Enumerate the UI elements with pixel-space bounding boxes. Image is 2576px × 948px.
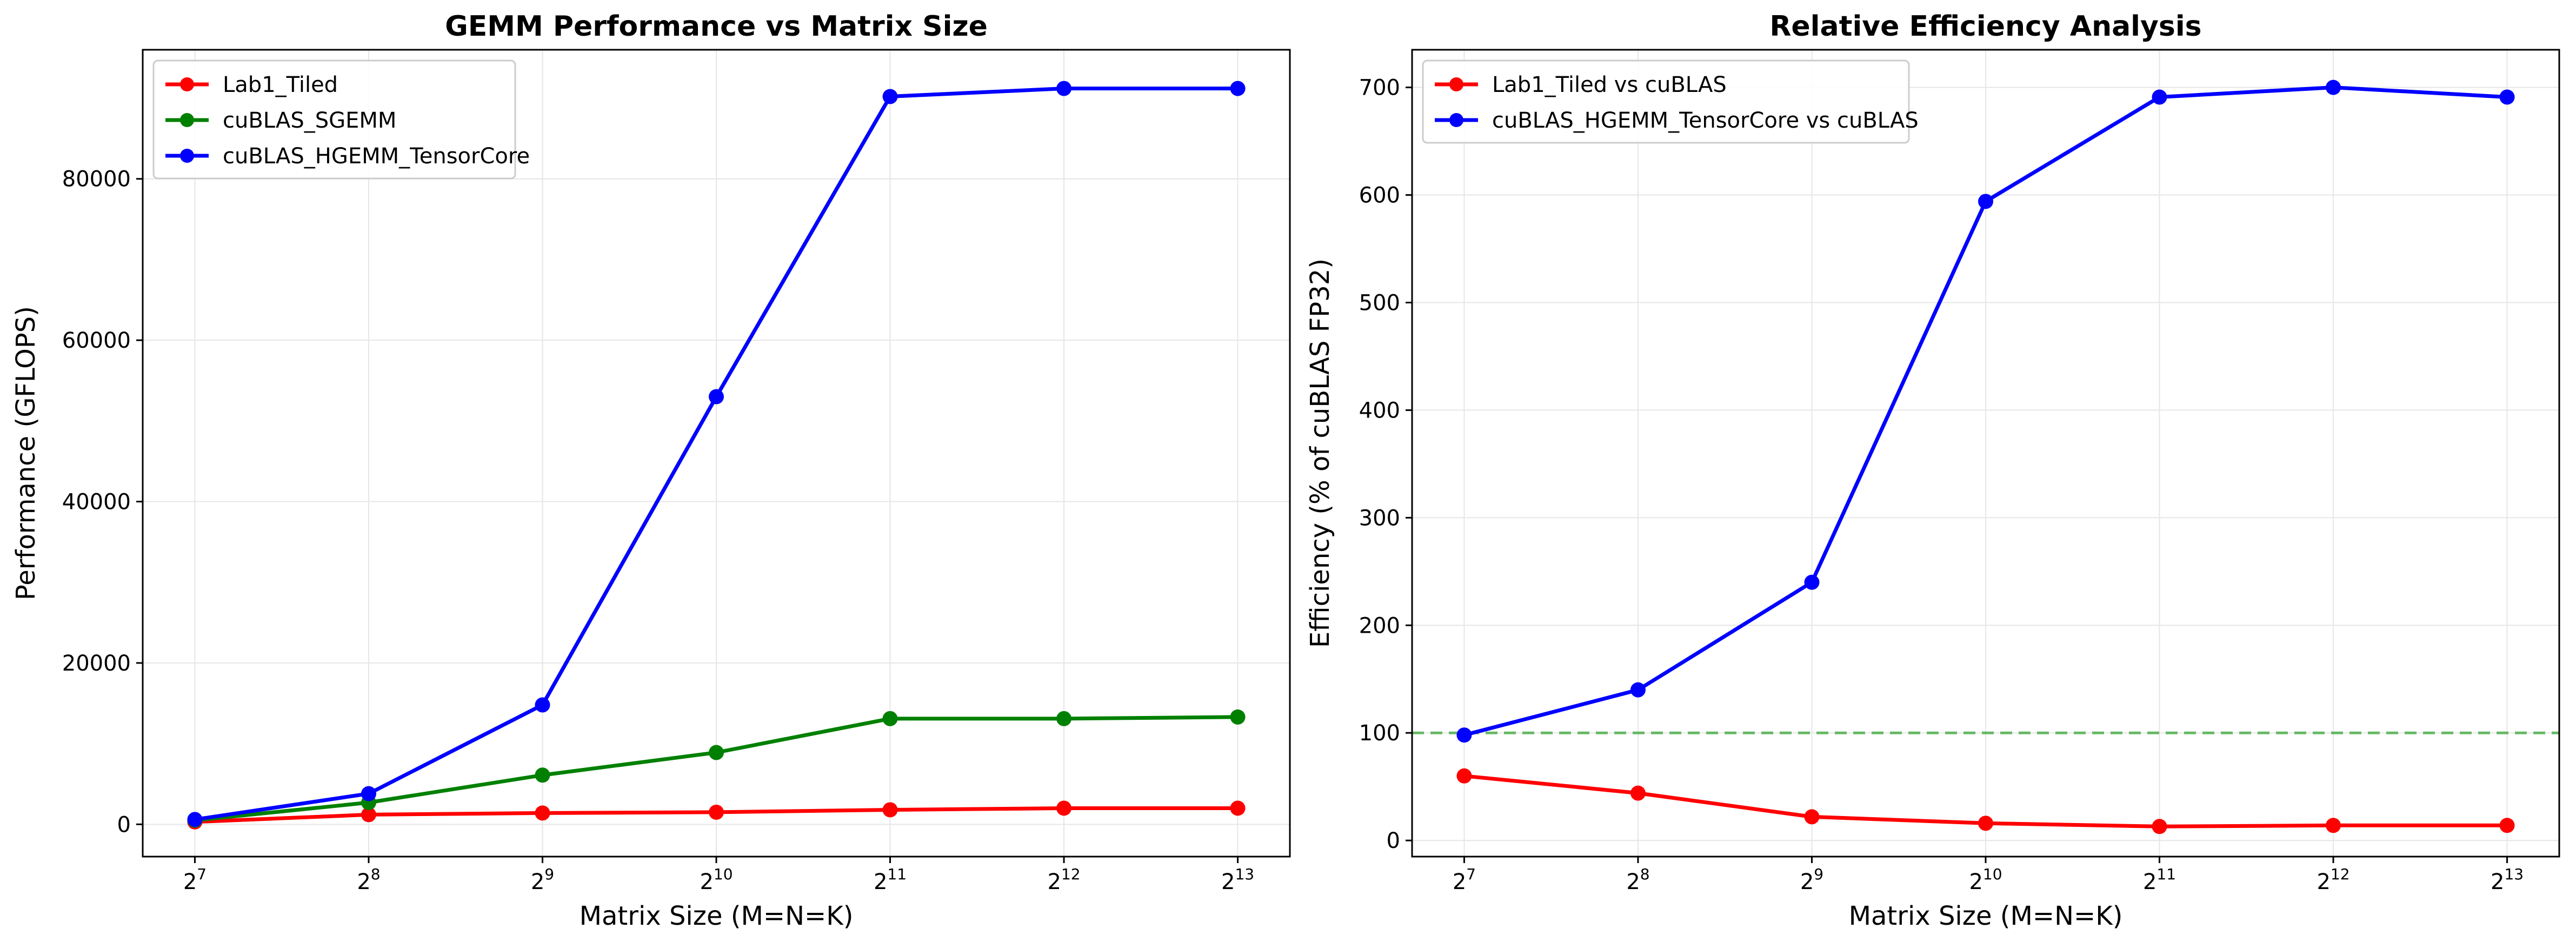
chart-1-series-1-point-6 bbox=[1056, 800, 1072, 816]
chart-1-series-3-point-4 bbox=[709, 389, 724, 405]
chart-1-series-1-point-2 bbox=[361, 807, 376, 823]
chart-1-series-1-point-3 bbox=[535, 805, 550, 821]
chart-2-y-tick-label-2: 200 bbox=[1359, 613, 1400, 638]
chart-1-series-2-point-5 bbox=[882, 711, 898, 726]
chart-2-y-tick-label-6: 600 bbox=[1359, 183, 1400, 208]
chart-2-legend-label-2: cuBLAS_HGEMM_TensorCore vs cuBLAS bbox=[1492, 108, 1919, 133]
chart-1-series-3-point-3 bbox=[535, 697, 550, 713]
chart-1-series-3-point-5 bbox=[882, 89, 898, 104]
chart-1-series-3-point-6 bbox=[1056, 81, 1072, 96]
chart-2-x-tick-label-6: 213 bbox=[2491, 865, 2524, 894]
chart-2-y-tick-label-4: 400 bbox=[1359, 398, 1400, 423]
chart-1-x-tick-label-3: 210 bbox=[700, 865, 733, 894]
chart-2-series-1-point-5 bbox=[2152, 819, 2167, 834]
chart-1-y-tick-label-0: 0 bbox=[117, 812, 131, 837]
chart-1-title: GEMM Performance vs Matrix Size bbox=[445, 10, 988, 43]
chart-2-series-1-point-4 bbox=[1978, 816, 1993, 831]
chart-1-legend-label-2: cuBLAS_SGEMM bbox=[223, 108, 396, 133]
chart-2-legend-label-1: Lab1_Tiled vs cuBLAS bbox=[1492, 72, 1727, 97]
chart-2-series-1-point-7 bbox=[2499, 818, 2515, 833]
chart-1-series-2-point-7 bbox=[1230, 709, 1246, 725]
chart-2-legend: Lab1_Tiled vs cuBLAS cuBLAS_HGEMM_TensorC… bbox=[1422, 59, 1919, 144]
chart-2-panel: 27 28 29 210 211 212 213 0 100 200 300 400 500 600 700… bbox=[1305, 10, 2560, 931]
chart-1-series-1-point-5 bbox=[882, 802, 898, 818]
chart-1-series-3-point-1 bbox=[187, 812, 203, 827]
chart-2-x-tick-label-1: 28 bbox=[1626, 865, 1649, 894]
chart-1-legend-label-3: cuBLAS_HGEMM_TensorCore bbox=[223, 144, 530, 169]
chart-1-series-2-point-6 bbox=[1056, 711, 1072, 726]
chart-2-x-tick-label-4: 211 bbox=[2143, 865, 2176, 894]
chart-2-y-tick-label-7: 700 bbox=[1359, 76, 1400, 101]
chart-2-series-1-point-6 bbox=[2326, 818, 2341, 833]
chart-1-y-tick-label-3: 60000 bbox=[62, 328, 131, 353]
chart-1-x-tick-label-0: 27 bbox=[183, 865, 207, 894]
chart-2-x-tick-label-5: 212 bbox=[2317, 865, 2349, 894]
chart-2-series-2-point-1 bbox=[1456, 727, 1472, 743]
chart-1-series-3-point-7 bbox=[1230, 81, 1246, 96]
chart-1-x-tick-label-4: 211 bbox=[874, 865, 907, 894]
chart-1-series-3-point-2 bbox=[361, 786, 376, 801]
chart-1-panel: 27 28 29 210 211 212 213 0 20000 40000 60000 80000 G… bbox=[11, 10, 1291, 931]
chart-1-series-1-point-7 bbox=[1230, 800, 1246, 816]
chart-2-y-axis-label: Efficiency (% of cuBLAS FP32) bbox=[1305, 258, 1335, 648]
chart-1-x-tick-label-2: 29 bbox=[531, 865, 554, 894]
chart-2-series-2-point-6 bbox=[2326, 79, 2341, 95]
chart-2-x-tick-label-3: 210 bbox=[1969, 865, 2002, 894]
chart-1-x-tick-label-6: 213 bbox=[1221, 865, 1254, 894]
chart-2-x-tick-label-0: 27 bbox=[1453, 865, 1476, 894]
chart-2-legend-swatch-marker-1 bbox=[1449, 77, 1463, 91]
chart-1-x-tick-label-1: 28 bbox=[357, 865, 380, 894]
chart-1-legend-box bbox=[152, 59, 516, 180]
chart-2-y-tick-label-3: 300 bbox=[1359, 506, 1400, 531]
chart-1-series-1-point-4 bbox=[709, 804, 724, 820]
chart-2-series-2-point-5 bbox=[2152, 89, 2167, 105]
chart-1-y-tick-label-1: 20000 bbox=[62, 651, 131, 676]
chart-2-y-tick-label-5: 500 bbox=[1359, 290, 1400, 315]
chart-1-legend-swatch-marker-2 bbox=[180, 113, 194, 127]
chart-1-legend-swatch-marker-1 bbox=[180, 77, 194, 91]
chart-2-x-axis-label: Matrix Size (M=N=K) bbox=[1849, 901, 2123, 931]
chart-2-series-1-point-3 bbox=[1804, 809, 1820, 825]
chart-1-legend-swatch-marker-3 bbox=[180, 149, 194, 163]
chart-2-series-2-point-2 bbox=[1630, 682, 1646, 698]
chart-1-y-tick-label-2: 40000 bbox=[62, 490, 131, 515]
chart-1-y-axis-label: Performance (GFLOPS) bbox=[11, 306, 41, 600]
chart-1-series-2-point-4 bbox=[709, 745, 724, 760]
chart-1-y-tick-label-4: 80000 bbox=[62, 167, 131, 192]
chart-2-y-tick-label-0: 0 bbox=[1387, 828, 1400, 853]
chart-1-legend-label-1: Lab1_Tiled bbox=[223, 72, 338, 97]
chart-1-x-tick-label-5: 212 bbox=[1047, 865, 1080, 894]
chart-2-legend-swatch-marker-2 bbox=[1449, 113, 1463, 127]
chart-1-legend: Lab1_Tiled cuBLAS_SGEMM cuBLAS_HGEMM_Tenso… bbox=[152, 59, 530, 180]
chart-1-x-axis-label: Matrix Size (M=N=K) bbox=[580, 901, 854, 931]
chart-1-series-2-point-3 bbox=[535, 767, 550, 783]
chart-2-legend-box bbox=[1422, 59, 1910, 144]
chart-2-series-1-point-1 bbox=[1456, 768, 1472, 784]
chart-2-series-1-point-2 bbox=[1630, 785, 1646, 801]
chart-2-series-2-point-4 bbox=[1978, 194, 1993, 209]
chart-2-title: Relative Efficiency Analysis bbox=[1769, 10, 2201, 43]
chart-2-series-2-point-3 bbox=[1804, 574, 1820, 590]
chart-2-series-2-point-7 bbox=[2499, 89, 2515, 105]
chart-2-x-tick-label-2: 29 bbox=[1800, 865, 1823, 894]
chart-2-y-tick-label-1: 100 bbox=[1359, 721, 1400, 746]
